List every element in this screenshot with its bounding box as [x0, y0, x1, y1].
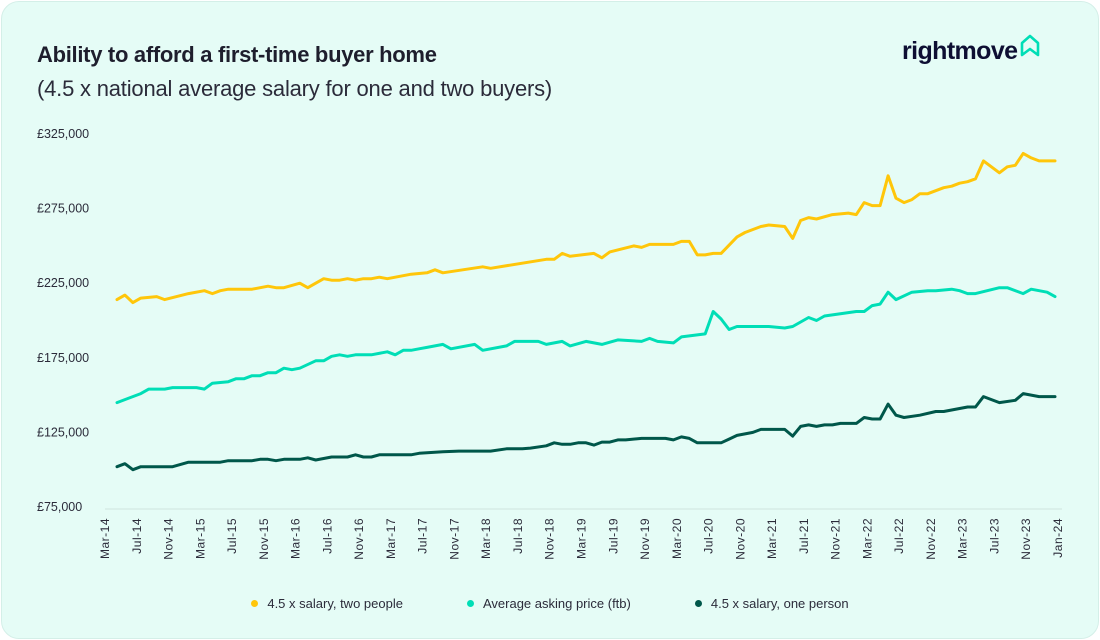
x-tick-label: Mar-20: [670, 518, 684, 559]
x-tick-label: Jan-24: [1051, 518, 1065, 558]
y-tick-label: £125,000: [37, 425, 89, 439]
x-tick-label: Jul-17: [416, 518, 430, 554]
legend-dot: [251, 600, 259, 607]
x-tick-label: Nov-23: [1019, 518, 1033, 560]
y-tick-label: £275,000: [37, 202, 89, 216]
legend-label: 4.5 x salary, two people: [267, 596, 403, 611]
x-tick-label: Jul-19: [606, 518, 620, 554]
legend: 4.5 x salary, two people Average asking …: [0, 596, 1100, 611]
x-tick-label: Jul-15: [225, 518, 239, 554]
chart-title: Ability to afford a first-time buyer hom…: [37, 42, 437, 67]
x-tick-label: Jul-21: [797, 518, 811, 554]
legend-label: Average asking price (ftb): [482, 596, 631, 611]
x-tick-label: Nov-18: [543, 518, 557, 560]
legend-label: 4.5 x salary, one person: [710, 596, 849, 611]
x-tick-label: Mar-21: [765, 518, 779, 559]
y-tick-label: £225,000: [37, 276, 89, 290]
legend-dot: [466, 600, 474, 607]
legend-item-asking-price: Average asking price (ftb): [466, 596, 631, 611]
x-tick-label: Nov-19: [638, 518, 652, 560]
series-line-4-5-x-salary-two-people: [115, 151, 1057, 305]
x-axis: Mar-14 Jul-14 Nov-14 Mar-15 Jul-15 Nov-15 Mar-…: [98, 518, 1065, 560]
series-line-4-5-x-salary-one-person: [115, 392, 1057, 472]
x-tick-label: Mar-17: [384, 518, 398, 559]
x-tick-label: Mar-16: [289, 518, 303, 559]
x-tick-label: Nov-14: [162, 518, 176, 560]
x-tick-label: Mar-14: [98, 518, 112, 559]
x-tick-label: Mar-15: [193, 518, 207, 559]
chart-subtitle: (4.5 x national average salary for one a…: [37, 76, 553, 101]
house-icon: [1021, 34, 1040, 57]
x-tick-label: Jul-16: [320, 518, 334, 554]
x-tick-label: Nov-22: [924, 518, 938, 560]
x-tick-label: Jul-18: [511, 518, 525, 554]
rightmove-logo: rightmove: [902, 34, 1041, 66]
y-axis: £75,000 £125,000 £175,000 £225,000 £275,000 £…: [37, 127, 89, 514]
series-line-average-asking-price-ftb: [115, 286, 1057, 405]
logo-text: rightmove: [902, 37, 1018, 65]
legend-dot: [694, 600, 702, 607]
legend-item-one-person: 4.5 x salary, one person: [694, 596, 849, 611]
x-tick-label: Mar-18: [479, 518, 493, 559]
x-tick-label: Jul-20: [702, 518, 716, 554]
x-tick-label: Nov-16: [352, 518, 366, 560]
x-tick-label: Nov-17: [447, 518, 461, 560]
x-tick-label: Jul-23: [987, 518, 1001, 554]
x-tick-label: Mar-19: [575, 518, 589, 559]
y-tick-label: £325,000: [37, 127, 89, 141]
x-tick-label: Nov-15: [257, 518, 271, 560]
x-tick-label: Mar-23: [956, 518, 970, 559]
y-tick-label: £75,000: [37, 500, 82, 514]
x-tick-label: Nov-21: [829, 518, 843, 560]
x-tick-label: Jul-14: [130, 518, 144, 554]
legend-item-two-people: 4.5 x salary, two people: [251, 596, 403, 611]
x-tick-label: Nov-20: [733, 518, 747, 560]
y-tick-label: £175,000: [37, 351, 89, 365]
x-tick-label: Jul-22: [892, 518, 906, 554]
series-group: [115, 151, 1057, 472]
x-tick-label: Mar-22: [860, 518, 874, 559]
